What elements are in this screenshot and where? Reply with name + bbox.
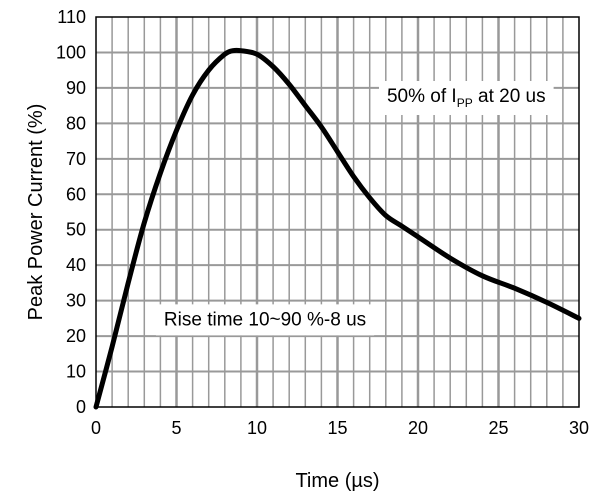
x-tick-label: 25 <box>488 418 508 438</box>
annotation-rise-time: Rise time 10~90 %-8 us <box>155 304 375 336</box>
annotation-rise-time-text: Rise time 10~90 %-8 us <box>164 309 366 330</box>
annotation-ipp-text: 50% of IPP at 20 us <box>387 86 546 110</box>
series-line-peak-current <box>93 47 582 410</box>
annotation-ipp-prefix: 50% of I <box>387 86 457 107</box>
annotation-ipp: 50% of IPP at 20 us <box>378 81 554 115</box>
y-tick-label: 20 <box>66 326 86 346</box>
y-tick-label: 30 <box>66 291 86 311</box>
x-tick-label: 0 <box>91 418 101 438</box>
y-tick-label: 60 <box>66 184 86 204</box>
annotation-ipp-suffix: at 20 us <box>473 86 546 107</box>
y-tick-label: 100 <box>56 42 86 62</box>
x-axis-label: Time (µs) <box>295 470 379 492</box>
x-tick-labels: 0 5 10 15 20 25 30 <box>91 418 589 438</box>
y-tick-label: 10 <box>66 362 86 382</box>
y-tick-label: 80 <box>66 113 86 133</box>
y-tick-label: 50 <box>66 220 86 240</box>
x-tick-label: 15 <box>327 418 347 438</box>
y-tick-label: 70 <box>66 149 86 169</box>
x-tick-label: 5 <box>171 418 181 438</box>
y-tick-labels: 0 10 20 30 40 50 60 70 80 90 100 110 <box>56 7 86 417</box>
y-tick-label: 40 <box>66 255 86 275</box>
y-axis-label: Peak Power Current (%) <box>25 104 47 321</box>
annotation-rise-time-background <box>155 304 375 336</box>
annotation-ipp-background <box>378 81 554 115</box>
annotation-ipp-subscript: PP <box>457 96 473 110</box>
grid <box>96 17 579 407</box>
y-tick-label: 0 <box>76 397 86 417</box>
x-tick-label: 20 <box>408 418 428 438</box>
y-tick-label: 90 <box>66 78 86 98</box>
x-tick-label: 30 <box>569 418 589 438</box>
x-tick-label: 10 <box>247 418 267 438</box>
y-tick-label: 110 <box>57 7 86 27</box>
plot-border <box>95 16 580 408</box>
